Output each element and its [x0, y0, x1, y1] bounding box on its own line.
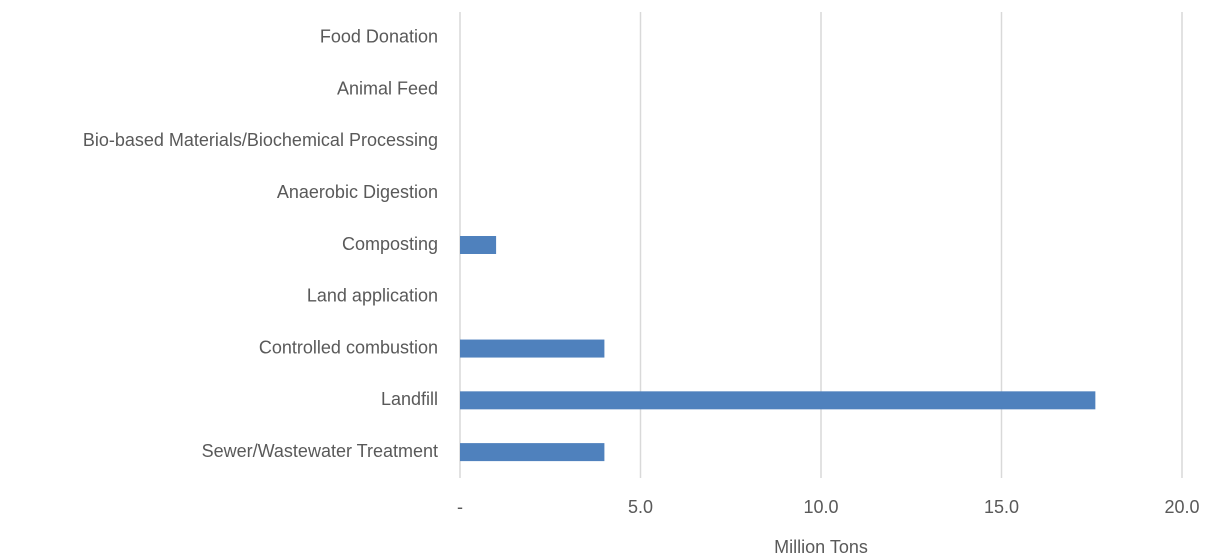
y-tick-label: Sewer/Wastewater Treatment [202, 441, 438, 461]
y-tick-label: Animal Feed [337, 78, 438, 98]
x-tick-label: 5.0 [628, 497, 653, 517]
y-tick-label: Land application [307, 286, 438, 306]
x-axis-label: Million Tons [774, 537, 868, 557]
x-tick-label: - [457, 497, 463, 517]
y-tick-label: Controlled combustion [259, 337, 438, 357]
x-tick-label: 15.0 [984, 497, 1019, 517]
y-tick-label: Landfill [381, 389, 438, 409]
x-tick-label: 10.0 [803, 497, 838, 517]
bar [460, 236, 497, 254]
y-tick-label: Bio-based Materials/Biochemical Processi… [83, 130, 438, 150]
bar [460, 443, 605, 462]
x-tick-label: 20.0 [1164, 497, 1199, 517]
y-tick-label: Anaerobic Digestion [277, 182, 438, 202]
y-tick-label: Composting [342, 234, 438, 254]
bar [460, 339, 605, 358]
y-tick-label: Food Donation [320, 27, 438, 47]
bar [460, 391, 1096, 410]
